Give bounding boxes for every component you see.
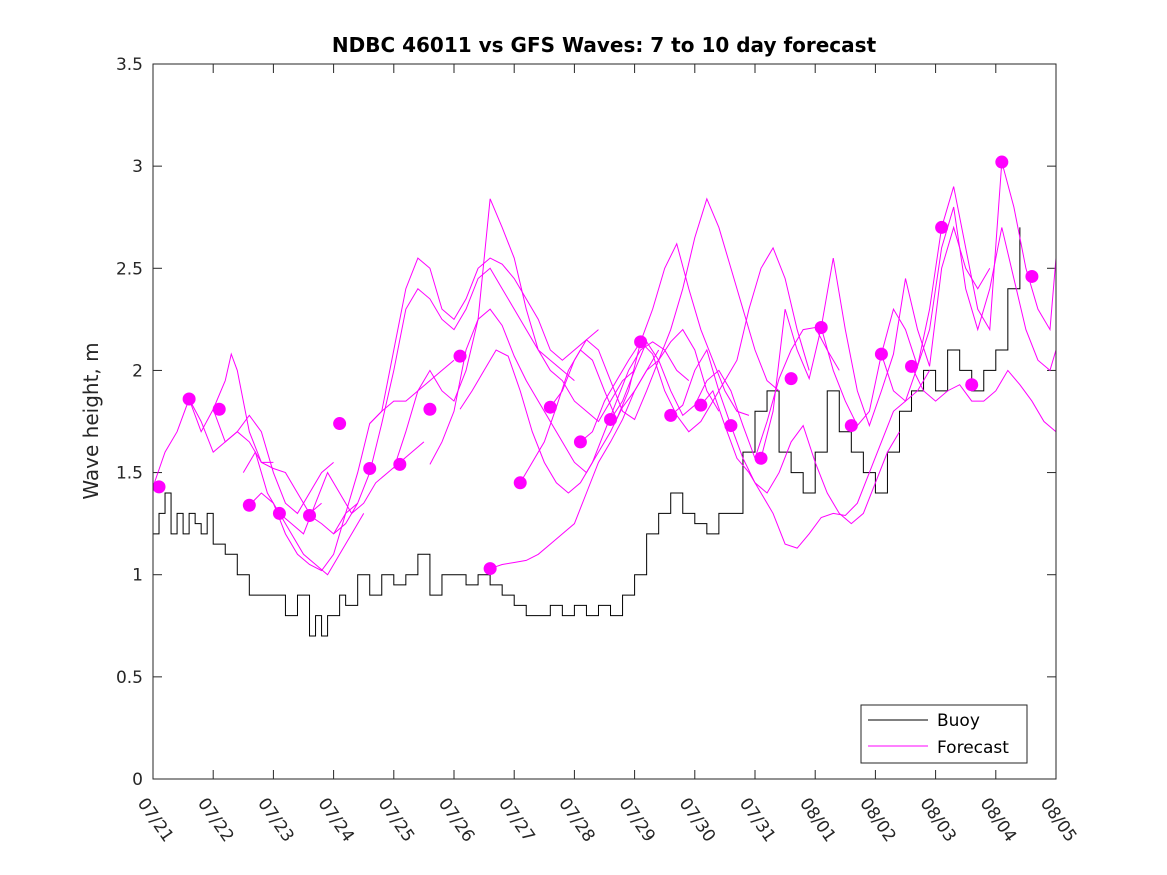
forecast-marker <box>935 220 949 234</box>
x-tick-label: 07/28 <box>554 794 598 846</box>
forecast-marker <box>844 419 858 433</box>
forecast-marker <box>814 321 828 335</box>
y-tick-label: 3.5 <box>116 55 143 75</box>
series-forecast-line <box>279 441 425 535</box>
x-tick-label: 07/30 <box>675 794 719 846</box>
series-forecast-line <box>760 225 991 459</box>
legend-forecast-label: Forecast <box>937 738 1009 758</box>
x-tick-label: 07/27 <box>494 794 538 846</box>
forecast-marker <box>393 457 407 471</box>
forecast-marker <box>543 400 557 414</box>
forecast-marker <box>333 417 347 431</box>
series-forecast-line <box>489 328 720 570</box>
forecast-marker <box>212 402 226 416</box>
series-forecast-line <box>610 326 840 460</box>
y-tick-label: 2.5 <box>116 259 143 279</box>
forecast-marker <box>1025 269 1039 283</box>
x-tick-label: 07/29 <box>615 794 659 846</box>
x-tick-label: 08/01 <box>795 794 839 846</box>
x-tick-label: 07/31 <box>735 794 779 846</box>
y-tick-label: 2 <box>132 361 143 381</box>
series-forecast-line <box>152 397 274 488</box>
series-forecast-line <box>700 370 931 549</box>
forecast-marker <box>754 451 768 465</box>
series-forecast-line <box>393 198 635 469</box>
forecast-marker <box>905 359 919 373</box>
y-tick-label: 1.5 <box>116 464 143 484</box>
series-forecast-line <box>309 359 455 535</box>
forecast-marker <box>694 398 708 412</box>
forecast-marker <box>242 498 256 512</box>
series-forecast-line <box>212 409 334 515</box>
y-tick-label: 0.5 <box>116 668 143 688</box>
x-tick-label: 07/21 <box>133 794 177 846</box>
series-forecast-line <box>369 257 599 424</box>
forecast-marker <box>453 349 467 363</box>
x-tick-label: 08/04 <box>976 794 1020 846</box>
series-forecast-line <box>429 308 660 474</box>
x-tick-label: 07/25 <box>374 794 418 846</box>
chart-title: NDBC 46011 vs GFS Waves: 7 to 10 day for… <box>332 33 877 57</box>
forecast-marker <box>874 347 888 361</box>
forecast-marker <box>573 435 587 449</box>
series-forecast-line <box>911 366 1057 433</box>
forecast-marker <box>182 392 196 406</box>
series-forecast-line <box>188 352 322 515</box>
series-forecast-line <box>580 246 810 443</box>
series-buoy-line <box>153 227 1021 637</box>
legend: Buoy Forecast <box>860 704 1028 764</box>
x-tick-label: 07/26 <box>434 794 478 846</box>
legend-box <box>860 704 1028 764</box>
forecast-marker <box>634 335 648 349</box>
forecast-marker <box>784 372 798 386</box>
forecast-marker <box>664 408 678 422</box>
y-tick-label: 3 <box>132 157 143 177</box>
series-forecast-line <box>519 242 750 484</box>
series-forecast-line <box>242 450 365 576</box>
y-axis-label: Wave height, m <box>79 342 103 499</box>
forecast-marker <box>483 562 497 576</box>
forecast-marker <box>724 419 738 433</box>
forecast-marker <box>363 461 377 475</box>
x-tick-label: 08/03 <box>916 794 960 846</box>
forecast-marker <box>152 480 166 494</box>
forecast-marker <box>965 378 979 392</box>
series-forecast-line <box>248 492 359 572</box>
forecast-marker <box>995 155 1009 169</box>
x-tick-label: 08/02 <box>855 794 899 846</box>
forecast-marker <box>423 402 437 416</box>
forecast-marker <box>604 412 618 426</box>
series-forecast-line <box>880 206 1057 402</box>
series-forecast-line <box>549 197 780 421</box>
x-tick-label: 07/22 <box>193 794 237 846</box>
forecast-marker <box>303 508 317 522</box>
y-tick-label: 0 <box>132 770 143 790</box>
legend-buoy-label: Buoy <box>937 711 980 731</box>
series-forecast-line <box>459 341 690 494</box>
x-tick-label: 08/05 <box>1036 794 1080 846</box>
forecast-marker <box>513 476 527 490</box>
y-tick-label: 1 <box>132 566 143 586</box>
x-tick-label: 07/24 <box>314 794 358 846</box>
forecast-marker <box>272 506 286 520</box>
series-forecast-line <box>670 348 900 525</box>
x-tick-label: 07/23 <box>253 794 297 846</box>
series-forecast-line <box>333 267 575 535</box>
plot-frame <box>152 63 1057 780</box>
